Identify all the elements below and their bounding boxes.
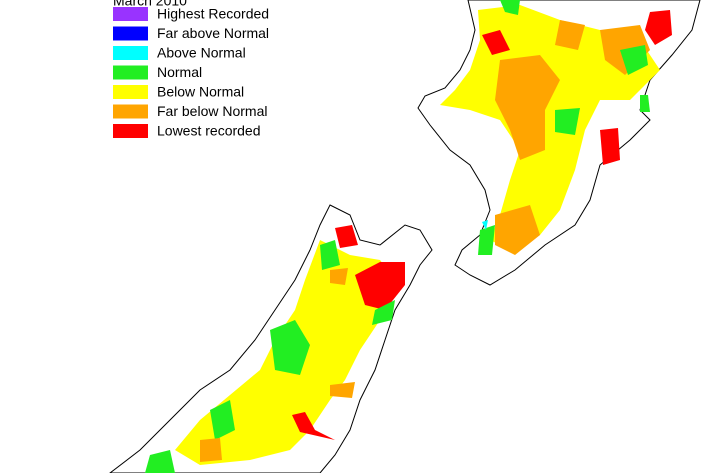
region	[482, 30, 510, 55]
region	[320, 240, 340, 270]
north-island	[417, 0, 701, 286]
legend-swatch	[113, 46, 148, 60]
legend-label: Below Normal	[157, 84, 244, 100]
region	[478, 225, 495, 255]
region	[355, 262, 405, 310]
legend-swatch	[113, 65, 148, 80]
region	[555, 108, 580, 135]
legend-label: Above Normal	[157, 45, 246, 61]
region	[600, 128, 620, 165]
region	[270, 320, 310, 375]
legend-swatch	[113, 124, 148, 138]
region	[555, 20, 585, 50]
region	[292, 412, 335, 440]
region	[640, 95, 650, 112]
region	[482, 220, 488, 230]
legend-swatch	[113, 85, 148, 99]
legend-title: March 2010	[113, 0, 187, 9]
legend-swatch	[113, 26, 148, 41]
region	[440, 5, 660, 250]
south-island	[109, 204, 433, 473]
legend-swatch	[113, 7, 148, 21]
region	[145, 450, 175, 473]
legend-label: Normal	[157, 64, 202, 80]
region	[335, 225, 358, 248]
legend-label: Lowest recorded	[157, 123, 261, 139]
region	[330, 382, 355, 398]
region	[495, 205, 540, 255]
region	[330, 268, 348, 285]
region	[372, 300, 395, 325]
region	[645, 10, 672, 45]
legend-label: Far above Normal	[157, 25, 269, 41]
region	[500, 0, 520, 15]
region	[495, 55, 560, 160]
region	[210, 400, 235, 440]
region	[620, 45, 648, 75]
legend-swatch	[113, 104, 148, 119]
legend-label: Highest Recorded	[157, 6, 269, 22]
legend: March 2010 Highest Recorded Far above Nor…	[113, 0, 269, 139]
region	[200, 438, 222, 462]
legend-label: Far below Normal	[157, 103, 267, 119]
